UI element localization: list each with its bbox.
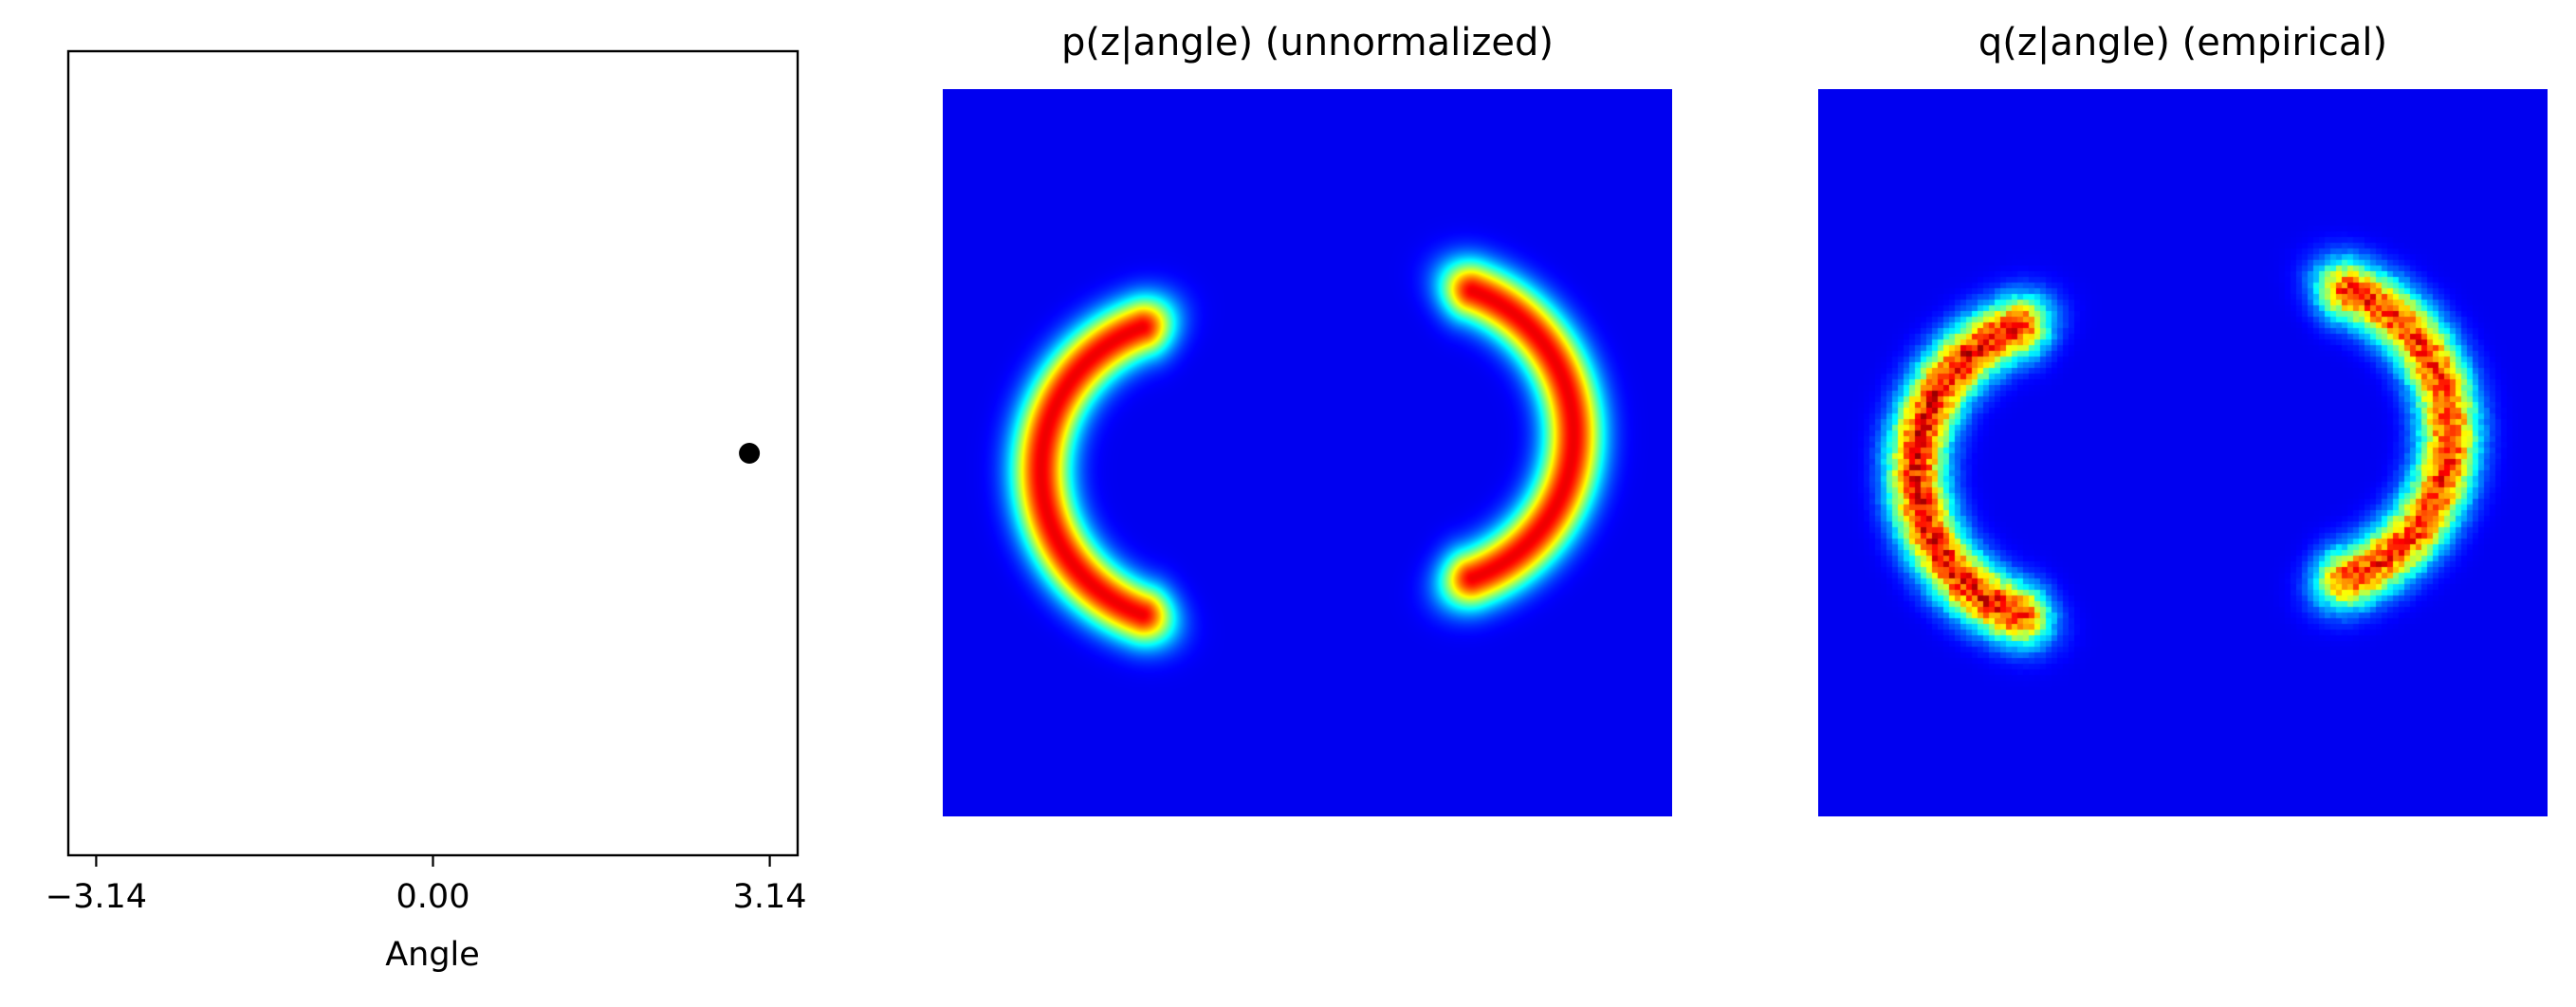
angle-panel xyxy=(66,49,800,867)
q-heatmap xyxy=(1818,89,2548,816)
x-tick-label: −3.14 xyxy=(45,878,148,916)
angle-point xyxy=(739,443,761,464)
angle-x-ticks xyxy=(95,855,771,867)
x-tick-label: 0.00 xyxy=(396,878,470,916)
x-tick-label: 3.14 xyxy=(732,878,807,916)
p-heatmap-title: p(z|angle) (unnormalized) xyxy=(1061,21,1554,64)
q-heatmap-panel xyxy=(1818,89,2548,816)
p-heatmap-panel xyxy=(943,89,1672,816)
q-heatmap-title: q(z|angle) (empirical) xyxy=(1978,21,2388,64)
angle-points xyxy=(739,443,761,464)
p-heatmap xyxy=(943,89,1672,816)
angle-x-axis-label: Angle xyxy=(385,936,480,974)
angle-plot-frame xyxy=(66,49,800,857)
